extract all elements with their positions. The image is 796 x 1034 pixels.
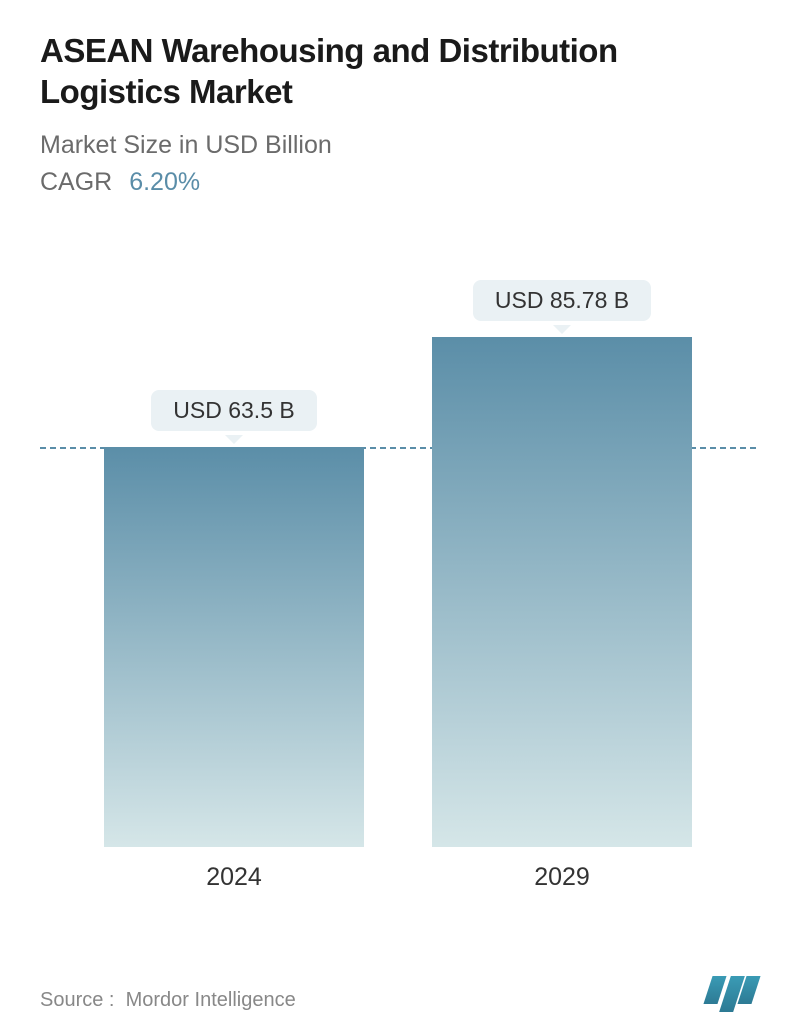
brand-logo-icon — [708, 976, 756, 1012]
badge-pointer-icon — [225, 435, 243, 444]
value-badge: USD 63.5 B — [151, 390, 316, 431]
bar-group-2029: USD 85.78 B2029 — [432, 280, 692, 847]
source-name: Mordor Intelligence — [126, 989, 296, 1011]
year-label: 2024 — [206, 863, 262, 892]
bars-wrapper: USD 63.5 B2024USD 85.78 B2029 — [40, 287, 756, 847]
cagr-row: CAGR 6.20% — [40, 168, 756, 197]
chart-area: USD 63.5 B2024USD 85.78 B2029 — [40, 247, 756, 897]
chart-subtitle: Market Size in USD Billion — [40, 131, 756, 160]
chart-footer: Source : Mordor Intelligence — [40, 976, 756, 1012]
bar — [432, 337, 692, 847]
chart-title: ASEAN Warehousing and Distribution Logis… — [40, 30, 756, 113]
source-text: Source : Mordor Intelligence — [40, 989, 296, 1012]
value-badge: USD 85.78 B — [473, 280, 651, 321]
badge-pointer-icon — [553, 325, 571, 334]
cagr-value: 6.20% — [129, 168, 200, 196]
year-label: 2029 — [534, 863, 590, 892]
bar-group-2024: USD 63.5 B2024 — [104, 390, 364, 847]
cagr-label: CAGR — [40, 168, 112, 196]
chart-container: ASEAN Warehousing and Distribution Logis… — [0, 0, 796, 1034]
source-label: Source : — [40, 989, 114, 1011]
bar — [104, 447, 364, 847]
